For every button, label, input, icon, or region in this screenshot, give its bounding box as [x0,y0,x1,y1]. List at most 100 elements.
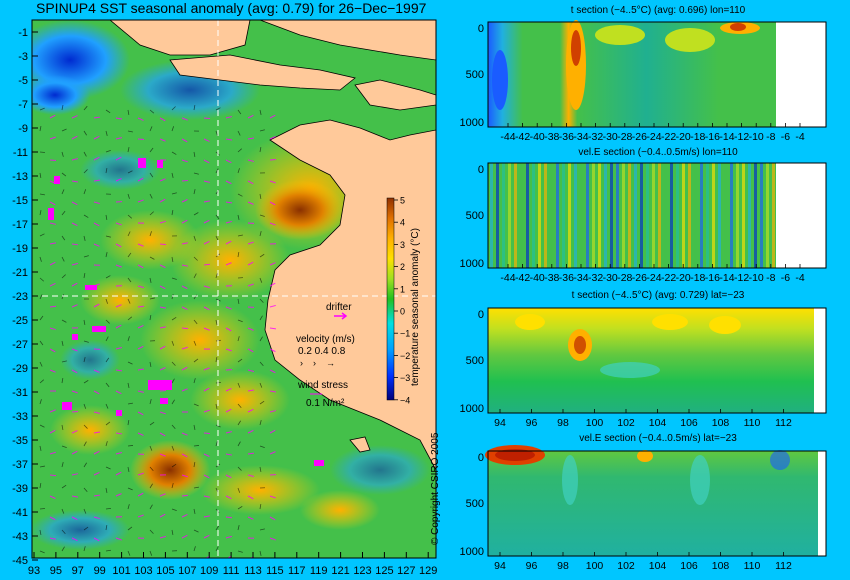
section-x-tick-label: -22 [661,272,676,284]
depth-tick-label: 0 [478,23,484,35]
section-x-tick-label: -4 [795,131,804,143]
section-x-tick-label: 110 [744,560,761,572]
section-x-tick-label: -18 [690,131,705,143]
depth-tick-label: 500 [466,498,484,510]
section-2-title: vel.E section (−0.4..0.5m/s) lon=110 [578,147,738,158]
section-x-tick-label: -12 [734,272,749,284]
section-x-tick-label: -34 [573,131,588,143]
depth-tick-label: 1000 [460,117,484,129]
lat-tick-label: -15 [12,195,28,207]
lon-tick-label: 105 [156,565,174,577]
section-x-tick-label: -32 [588,131,603,143]
section-x-tick-label: 104 [649,417,667,429]
panel-vel-section-lon110 [487,162,827,269]
section-x-tick-label: -30 [603,131,618,143]
section-x-tick-label: -6 [781,272,790,284]
lat-tick-label: -9 [18,123,28,135]
section-x-tick-label: -10 [749,272,764,284]
panel-t-section-lat23 [487,307,827,414]
colorbar-tick-label: −3 [400,373,410,383]
lat-tick-label: -13 [12,171,28,183]
lat-tick-label: -19 [12,243,28,255]
section-x-tick-label: -14 [719,272,734,284]
section-x-tick-label: -32 [588,272,603,284]
lon-tick-label: 111 [223,565,240,577]
lat-tick-label: -41 [12,507,28,519]
lat-tick-label: -45 [12,555,28,567]
colorbar-tick-label: −4 [400,395,410,405]
section-x-tick-label: -20 [676,131,691,143]
section-x-tick-label: 106 [680,560,698,572]
svg-text:› › →: › › → [300,358,335,368]
section-x-tick-label: -30 [603,272,618,284]
lon-tick-label: 119 [310,565,328,577]
section-x-tick-label: -36 [559,272,574,284]
section-x-tick-label: -16 [705,272,720,284]
colorbar-tick-label: 1 [400,284,405,294]
panel-t-section-lon110 [487,20,827,128]
wind-arrows [49,114,277,558]
lon-tick-label: 99 [94,565,106,577]
velocity-arrows [39,105,266,556]
lon-tick-label: 95 [50,565,62,577]
lat-tick-label: -27 [12,339,28,351]
lon-tick-label: 115 [266,565,284,577]
lon-tick-label: 129 [419,565,437,577]
lat-tick-label: -11 [13,147,28,159]
colorbar: 5 4 3 2 1 0 −1 −2 −3 −4 temperature seasonal anom… [386,196,421,405]
depth-tick-label: 1000 [460,546,484,558]
lon-tick-label: 109 [200,565,218,577]
lat-tick-label: -17 [12,219,28,231]
section-x-tick-label: -18 [690,272,705,284]
colorbar-tick-label: 3 [400,240,405,250]
section-x-tick-label: 104 [649,560,667,572]
lon-tick-label: 113 [244,565,262,577]
section-x-tick-label: 96 [526,417,538,429]
section-x-tick-label: -34 [573,272,588,284]
colorbar-tick-label: 5 [400,196,405,206]
section-x-tick-label: -16 [705,131,720,143]
section-x-tick-label: 96 [526,560,538,572]
panel-vel-section-lat23 [485,445,827,557]
section-x-tick-label: -40 [530,131,545,143]
wind-scale: 0.1 N/m² [306,398,345,409]
copyright-notice: © Copyright CSIRO 2005 [430,432,441,545]
section-x-tick-label: -22 [661,131,676,143]
section-x-tick-label: -42 [515,272,530,284]
section-x-tick-label: 112 [775,560,792,572]
section-x-tick-label: 108 [712,417,730,429]
section-x-tick-label: 98 [557,560,569,572]
lat-tick-label: -3 [18,51,28,63]
lon-tick-label: 97 [72,565,84,577]
sst-anomaly-map: -1 -3 -5 -7 -9 -11 -13 -15 -17 -19 -21 -23 -25 -27 -29… [12,19,437,577]
lat-tick-label: -43 [12,531,28,543]
section-1-title: t section (−4..5°C) (avg: 0.696) lon=110 [570,5,746,16]
section-x-tick-label: -24 [646,131,661,143]
colorbar-tick-label: −1 [400,329,410,339]
lat-tick-label: -29 [12,363,28,375]
velocity-scale: 0.2 0.4 0.8 [298,346,346,357]
colorbar-tick-label: 2 [400,262,405,272]
section-x-tick-label: -26 [632,131,647,143]
lon-tick-label: 127 [397,565,415,577]
lat-tick-label: -5 [18,75,28,87]
section-x-tick-label: -10 [749,131,764,143]
section-x-tick-label: -8 [766,272,775,284]
map-title: SPINUP4 SST seasonal anomaly (avg: 0.79)… [36,0,427,16]
section-x-tick-label: 112 [775,417,792,429]
section-x-tick-label: -26 [632,272,647,284]
depth-tick-label: 0 [478,452,484,464]
lon-tick-label: 93 [28,565,40,577]
section-x-tick-label: 100 [586,417,604,429]
depth-tick-label: 0 [478,164,484,176]
lon-tick-label: 121 [331,565,349,577]
section-x-tick-label: 94 [494,560,506,572]
section-x-tick-label: -36 [559,131,574,143]
drifter-tracks [48,158,324,466]
section-x-tick-label: -44 [500,272,515,284]
colorbar-tick-label: 4 [400,218,405,228]
section-x-tick-label: -14 [719,131,734,143]
section-x-tick-label: -38 [544,272,559,284]
section-x-tick-label: -28 [617,131,632,143]
